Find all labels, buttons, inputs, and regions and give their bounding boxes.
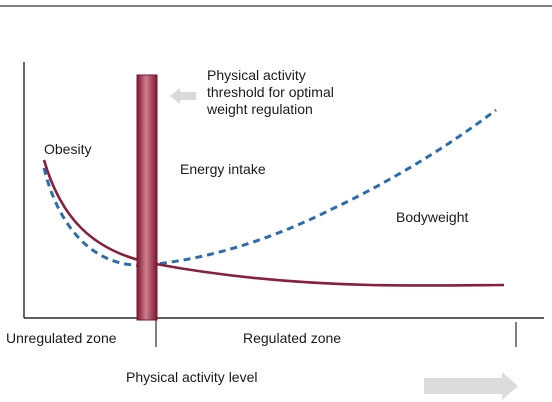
energy-intake-curve (42, 159, 505, 287)
left-arrow-icon (170, 88, 196, 104)
threshold-bar (136, 74, 158, 321)
x-axis-label: Physical activity level (126, 369, 258, 385)
right-arrow-icon (424, 372, 518, 400)
energy-intake-label: Energy intake (180, 161, 266, 177)
obesity-label: Obesity (44, 141, 91, 157)
threshold-label-line-1: Physical activity (207, 67, 306, 83)
bodyweight-label: Bodyweight (396, 209, 468, 225)
regulated-zone-label: Regulated zone (243, 330, 341, 346)
unregulated-zone-label: Unregulated zone (6, 330, 117, 346)
bodyweight-curve (42, 108, 497, 268)
threshold-label-line-2: threshold for optimal (207, 84, 334, 100)
threshold-label-line-3: weight regulation (206, 101, 313, 117)
